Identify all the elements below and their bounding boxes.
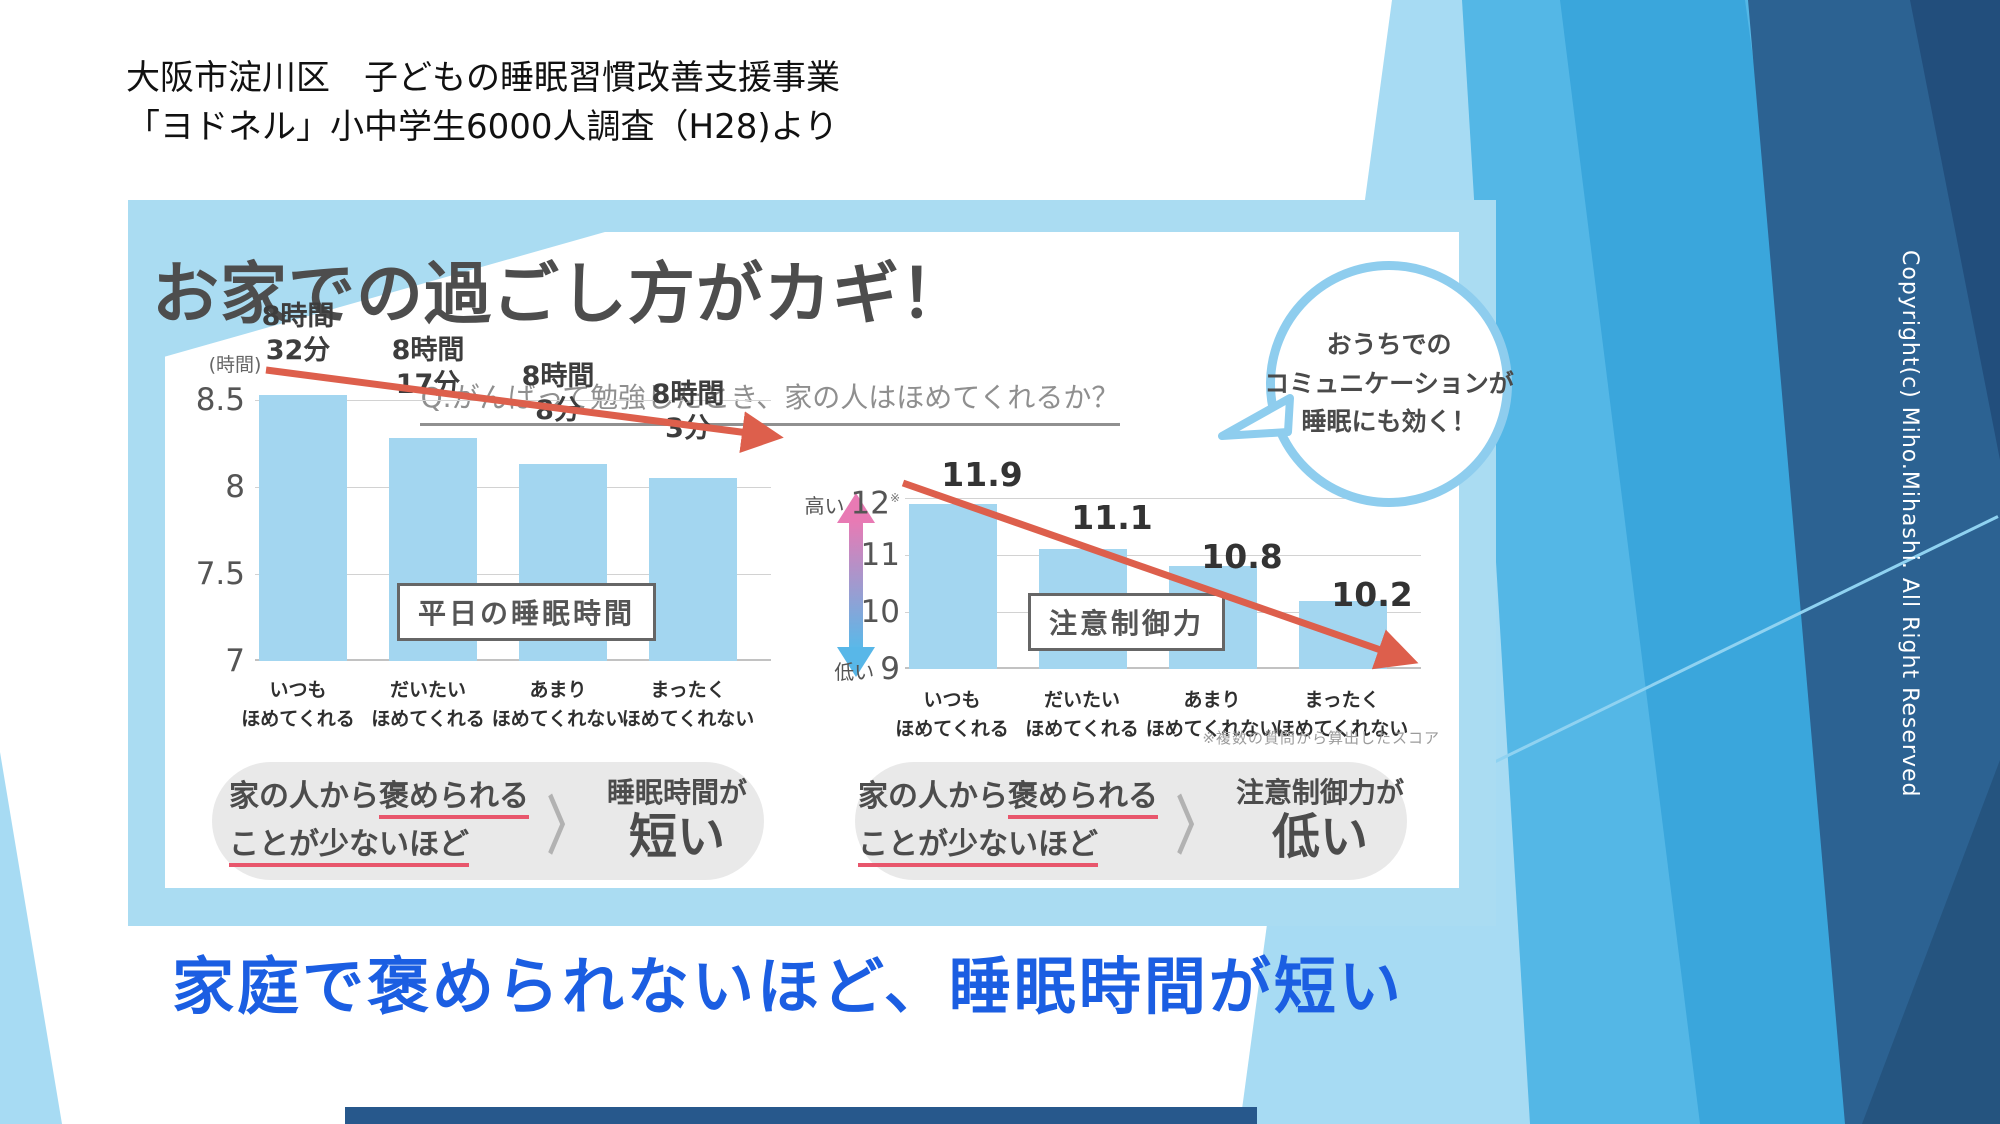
category-label: いつも ほめてくれる xyxy=(241,679,355,731)
category-label: だいたい ほめてくれる xyxy=(371,679,485,731)
conclusion-cause: 家の人から褒められる ことが少ないほど xyxy=(228,773,529,869)
attention-value-label: 10.8 xyxy=(1201,537,1283,576)
sleep-value-label: 8時間 3分 xyxy=(651,379,725,444)
attention-chart-title-box: 注意制御力 xyxy=(1028,593,1226,651)
sleep-ytick-7-5: 7.5 xyxy=(195,556,245,592)
conclusion-effect: 睡眠時間が 短い xyxy=(607,776,748,865)
speech-bubble-text: おうちでの コミュニケーションが 睡眠にも効く！ xyxy=(1264,329,1514,437)
conclusion-effect: 注意制御力が 低い xyxy=(1236,776,1405,865)
baseline xyxy=(905,667,1421,669)
category-label: あまり ほめてくれない xyxy=(1145,689,1279,741)
category-label: だいたい ほめてくれる xyxy=(1025,689,1139,741)
score-footnote: ※複数の質問から算出したスコア xyxy=(1202,729,1440,747)
sleep-value-label: 8時間 8分 xyxy=(521,361,595,426)
high-low-gradient-arrow-top xyxy=(837,493,875,523)
sleep-value-label: 8時間 32分 xyxy=(261,301,335,366)
chevron-icon: 〉 xyxy=(1175,788,1218,863)
speech-bubble: おうちでの コミュニケーションが 睡眠にも効く！ xyxy=(1264,261,1514,507)
attention-value-label: 11.9 xyxy=(941,455,1023,494)
speech-bubble-tail xyxy=(1218,394,1294,440)
slide-title-line2: 「ヨドネル」小中学生6000人調査（H28)より xyxy=(126,107,838,148)
gridline xyxy=(255,487,771,488)
category-label: あまり ほめてくれない xyxy=(491,679,625,731)
decor-bottom-bar xyxy=(345,1107,1257,1124)
attention-ytick-12: 高い 12※ xyxy=(804,485,900,522)
tick-note: ※ xyxy=(889,491,900,505)
copyright-text: Copyright(c) Miho.Mihashi. All Right Res… xyxy=(1897,250,1922,798)
category-label: まったく ほめてくれない xyxy=(621,679,755,731)
high-low-gradient-arrow xyxy=(849,521,863,649)
sleep-bar-always xyxy=(259,394,347,661)
slide-title: 大阪市淀川区 子どもの睡眠習慣改善支援事業 「ヨドネル」小中学生6000人調査（… xyxy=(126,54,840,153)
conclusion-cause: 家の人から褒められる ことが少ないほど xyxy=(857,773,1158,869)
category-label: まったく ほめてくれない xyxy=(1275,689,1409,741)
sleep-ytick-7: 7 xyxy=(225,643,245,679)
chevron-icon: 〉 xyxy=(546,788,589,863)
gridline xyxy=(255,574,771,575)
sleep-value-label: 8時間 17分 xyxy=(391,335,465,400)
attention-ytick-10: 10 xyxy=(860,594,900,630)
infographic-headline: お家での過ごし方がカギ！ xyxy=(152,255,968,333)
baseline xyxy=(255,659,771,661)
category-label: いつも ほめてくれる xyxy=(895,689,1009,741)
attention-value-label: 10.2 xyxy=(1331,575,1413,614)
sleep-chart-title-box: 平日の睡眠時間 xyxy=(397,583,657,641)
sleep-ytick-8: 8 xyxy=(225,469,245,505)
sleep-chart-unit-label: (時間) xyxy=(208,354,262,376)
attention-value-label: 11.1 xyxy=(1071,498,1153,537)
sleep-ytick-8-5: 8.5 xyxy=(195,382,245,418)
sleep-chart-plot xyxy=(255,394,771,661)
conclusion-box-attention: 家の人から褒められる ことが少ないほど 〉 注意制御力が 低い xyxy=(855,762,1407,880)
slide-title-line1: 大阪市淀川区 子どもの睡眠習慣改善支援事業 xyxy=(126,58,840,98)
conclusion-box-sleep: 家の人から褒められる ことが少ないほど 〉 睡眠時間が 短い xyxy=(212,762,764,880)
attention-bar-always xyxy=(909,503,997,669)
sleep-bar-never xyxy=(649,478,737,661)
key-message: 家庭で褒められないほど、睡眠時間が短い xyxy=(172,950,1404,1023)
high-low-gradient-arrow-bottom xyxy=(837,647,875,677)
attention-ytick-9: 低い 9 xyxy=(834,651,900,687)
attention-ytick-11: 11 xyxy=(860,537,900,573)
